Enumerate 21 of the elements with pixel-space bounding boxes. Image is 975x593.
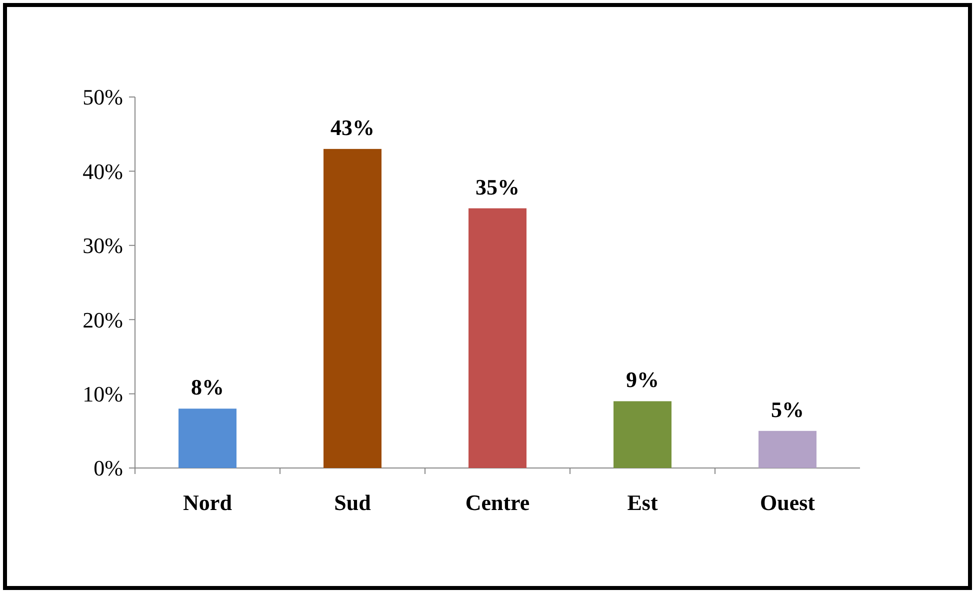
x-tick-label: Centre (465, 490, 530, 515)
x-tick-label: Ouest (760, 490, 816, 515)
data-label: 5% (771, 396, 804, 422)
bar (324, 148, 382, 468)
y-tick-label: 50% (82, 84, 123, 110)
bar (758, 430, 816, 468)
x-tick-label: Est (627, 490, 658, 515)
data-label: 35% (476, 174, 520, 200)
bar (614, 401, 672, 468)
y-tick-label: 30% (82, 233, 123, 258)
x-tick-label: Nord (183, 490, 232, 515)
data-label: 8% (191, 374, 224, 400)
y-tick-label: 10% (82, 382, 123, 406)
bar (178, 408, 236, 468)
bar (468, 208, 526, 468)
data-label: 43% (330, 114, 374, 140)
data-label: 9% (626, 367, 659, 392)
y-tick-label: 20% (82, 307, 123, 332)
x-tick-label: Sud (334, 490, 371, 515)
y-tick-label: 0% (94, 456, 123, 481)
y-tick-label: 40% (82, 158, 123, 184)
